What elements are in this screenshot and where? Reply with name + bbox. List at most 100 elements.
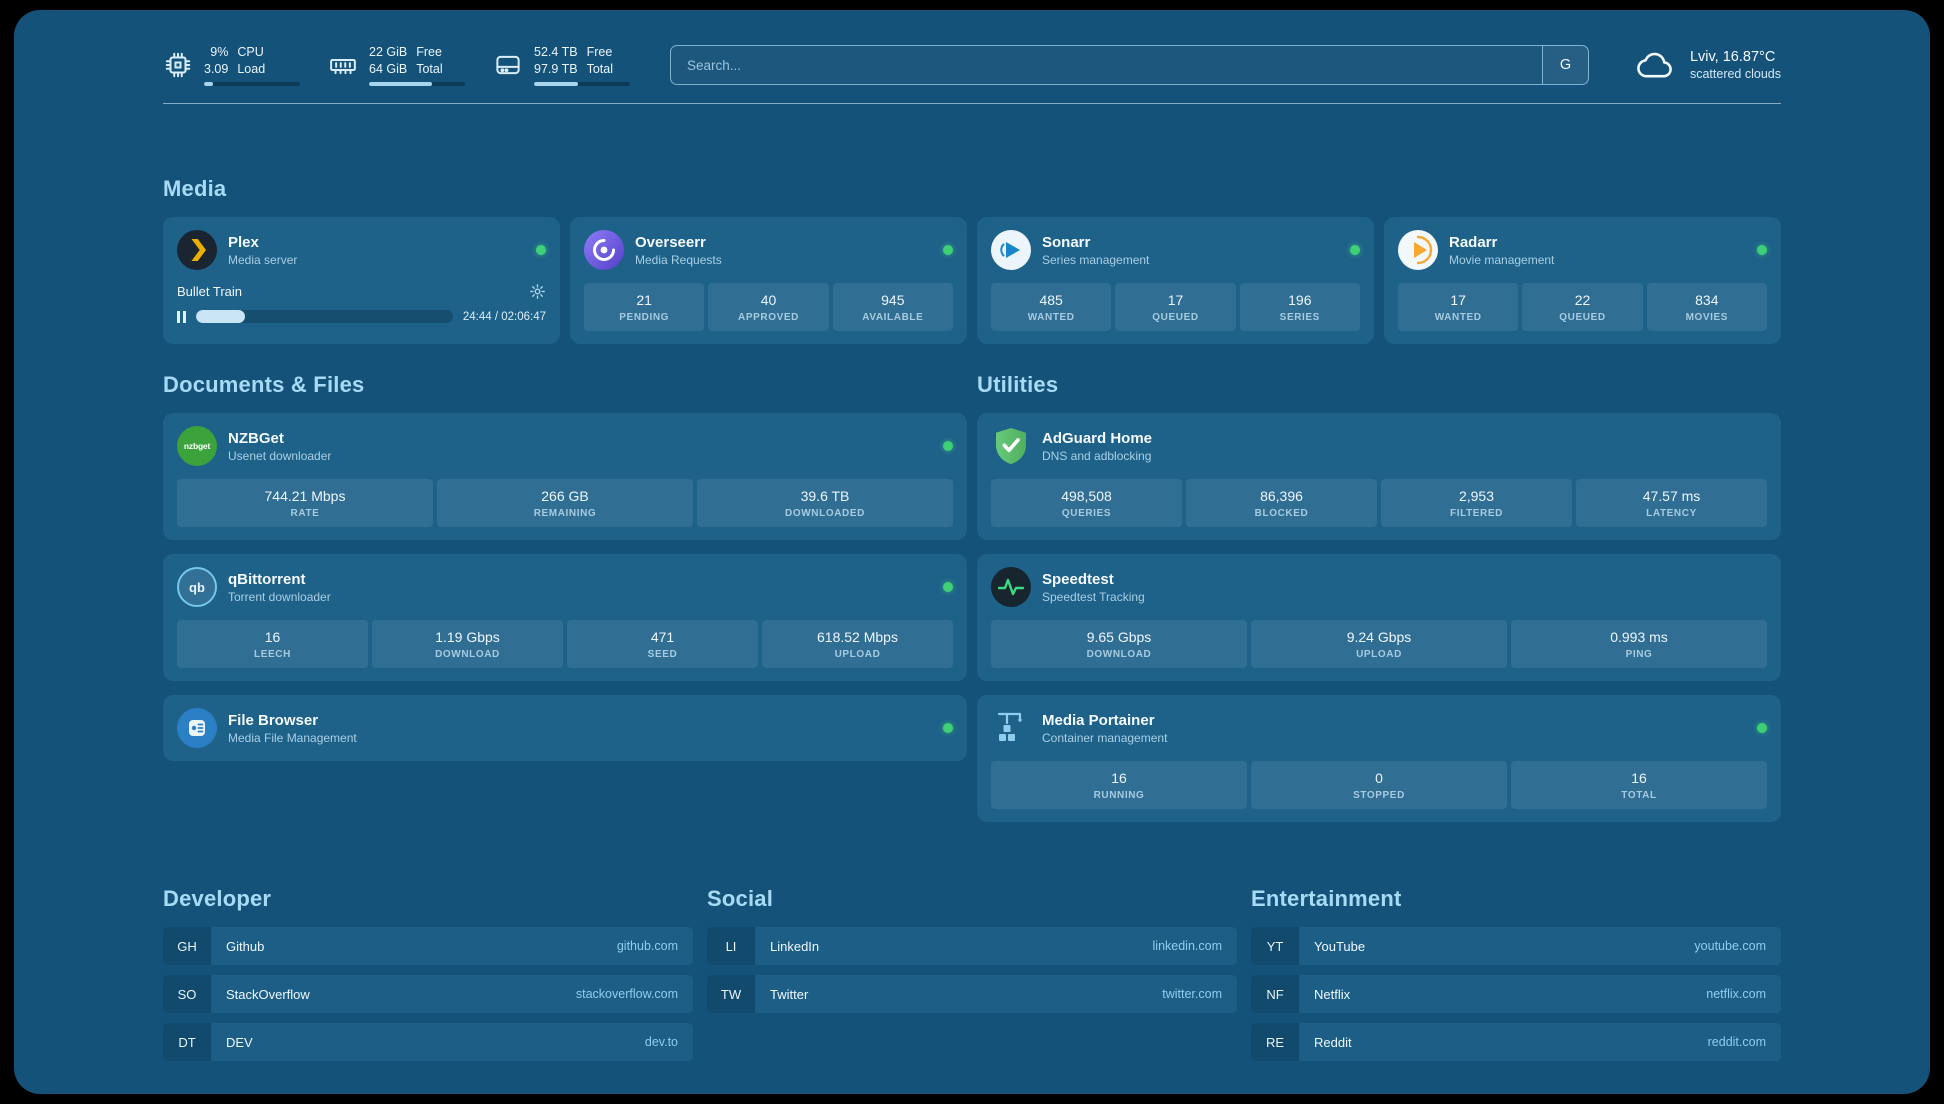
plex-card[interactable]: Plex Media server Bullet Train bbox=[163, 217, 560, 344]
weather-condition: scattered clouds bbox=[1689, 67, 1781, 81]
bookmark-linkedin[interactable]: LI LinkedIn linkedin.com bbox=[707, 927, 1237, 965]
bookmark-dev[interactable]: DT DEV dev.to bbox=[163, 1023, 693, 1061]
radarr-icon bbox=[1398, 230, 1438, 270]
status-dot bbox=[1757, 245, 1767, 255]
gear-icon[interactable] bbox=[529, 283, 546, 300]
bookmark-stackoverflow[interactable]: SO StackOverflow stackoverflow.com bbox=[163, 975, 693, 1013]
cloud-icon bbox=[1635, 49, 1677, 81]
search-engine-button[interactable]: G bbox=[1541, 46, 1588, 84]
status-dot bbox=[536, 245, 546, 255]
stat-label: LATENCY bbox=[1646, 508, 1697, 519]
adguard-card[interactable]: AdGuard Home DNS and adblocking 498,508 … bbox=[977, 413, 1781, 540]
bookmark-name: Reddit bbox=[1314, 1034, 1352, 1050]
stat-label: PENDING bbox=[619, 312, 670, 323]
bookmark-twitter[interactable]: TW Twitter twitter.com bbox=[707, 975, 1237, 1013]
playback-time: 24:44 / 02:06:47 bbox=[462, 310, 546, 323]
sonarr-card[interactable]: Sonarr Series management 485 WANTED 17 Q… bbox=[977, 217, 1374, 344]
stat-value: 196 bbox=[1288, 292, 1312, 308]
status-dot bbox=[1350, 245, 1360, 255]
stat-tile: 834 MOVIES bbox=[1646, 283, 1767, 331]
dashboard-content: 9% 3.09 CPU Load bbox=[163, 10, 1781, 1071]
cpu-usage-label: CPU bbox=[237, 45, 264, 59]
stat-label: SEED bbox=[647, 649, 678, 660]
stat-value: 16 bbox=[264, 629, 281, 645]
radarr-card[interactable]: Radarr Movie management 17 WANTED 22 QUE… bbox=[1384, 217, 1781, 344]
app-subtitle: Speedtest Tracking bbox=[1042, 589, 1145, 604]
speedtest-card[interactable]: Speedtest Speedtest Tracking 9.65 Gbps D… bbox=[977, 554, 1781, 681]
stat-tile: 86,396 BLOCKED bbox=[1186, 479, 1377, 527]
bookmark-netflix[interactable]: NF Netflix netflix.com bbox=[1251, 975, 1781, 1013]
adguard-icon bbox=[991, 426, 1031, 466]
bookmark-name: DEV bbox=[226, 1034, 253, 1050]
cpu-usage-value: 9% bbox=[210, 45, 229, 59]
stat-tile: 9.65 Gbps DOWNLOAD bbox=[991, 620, 1247, 668]
sonarr-icon bbox=[991, 230, 1031, 270]
memory-free-label: Free bbox=[416, 45, 442, 59]
stat-label: WANTED bbox=[1027, 312, 1075, 323]
bookmark-domain: linkedin.com bbox=[1152, 939, 1222, 953]
stat-tile: 0 STOPPED bbox=[1251, 761, 1507, 809]
filebrowser-card[interactable]: File Browser Media File Management bbox=[163, 695, 967, 761]
app-name: NZBGet bbox=[228, 429, 284, 447]
media-section: Media Plex Media server Bullet Train bbox=[163, 176, 1781, 344]
memory-widget: 22 GiB 64 GiB Free Total bbox=[328, 44, 465, 86]
cpu-load-label: Load bbox=[237, 62, 266, 76]
stat-label: TOTAL bbox=[1621, 790, 1657, 801]
bookmark-domain: stackoverflow.com bbox=[575, 987, 678, 1001]
nzbget-card[interactable]: nzbget NZBGet Usenet downloader 744.21 M… bbox=[163, 413, 967, 540]
memory-icon bbox=[328, 50, 358, 80]
stat-value: 945 bbox=[881, 292, 905, 308]
bookmark-abbr: LI bbox=[707, 927, 755, 965]
bookmark-group-developer: Developer GH Github github.com SO StackO… bbox=[163, 886, 693, 1071]
stat-tile: 1.19 Gbps DOWNLOAD bbox=[372, 620, 563, 668]
stat-tile: 471 SEED bbox=[567, 620, 758, 668]
bookmark-abbr: TW bbox=[707, 975, 755, 1013]
bookmark-reddit[interactable]: RE Reddit reddit.com bbox=[1251, 1023, 1781, 1061]
bookmark-youtube[interactable]: YT YouTube youtube.com bbox=[1251, 927, 1781, 965]
app-name: Overseerr bbox=[635, 233, 706, 251]
stat-tile: 498,508 QUERIES bbox=[991, 479, 1182, 527]
bookmark-abbr: YT bbox=[1251, 927, 1299, 965]
stat-tile: 40 APPROVED bbox=[708, 283, 829, 331]
bookmark-name: Twitter bbox=[770, 986, 809, 1002]
app-subtitle: Series management bbox=[1042, 252, 1150, 267]
portainer-card[interactable]: Media Portainer Container management 16 … bbox=[977, 695, 1781, 822]
stat-tile: 17 QUEUED bbox=[1115, 283, 1236, 331]
stat-tile: 47.57 ms LATENCY bbox=[1576, 479, 1767, 527]
search-input[interactable] bbox=[671, 46, 1542, 84]
section-title-developer: Developer bbox=[163, 886, 272, 911]
bookmark-github[interactable]: GH Github github.com bbox=[163, 927, 693, 965]
bookmark-domain: netflix.com bbox=[1706, 987, 1766, 1001]
status-dot bbox=[943, 582, 953, 592]
stat-tile: 21 PENDING bbox=[584, 283, 705, 331]
overseerr-card[interactable]: Overseerr Media Requests 21 PENDING 40 A… bbox=[570, 217, 967, 344]
now-playing-title: Bullet Train bbox=[177, 284, 243, 299]
bookmark-domain: twitter.com bbox=[1162, 987, 1222, 1001]
bookmark-group-entertainment: Entertainment YT YouTube youtube.com NF … bbox=[1251, 886, 1781, 1071]
search-bar: G bbox=[670, 45, 1589, 85]
nzbget-icon: nzbget bbox=[177, 426, 217, 466]
app-subtitle: Media server bbox=[228, 252, 298, 267]
bookmark-name: Netflix bbox=[1314, 986, 1351, 1002]
stat-label: QUERIES bbox=[1061, 508, 1112, 519]
pause-icon[interactable] bbox=[177, 310, 186, 323]
memory-free-value: 22 GiB bbox=[369, 45, 408, 59]
utilities-section: Utilities AdGuard Home DNS and adblockin… bbox=[977, 372, 1781, 836]
section-title-media: Media bbox=[163, 176, 227, 201]
bookmark-abbr: DT bbox=[163, 1023, 211, 1061]
stat-label: UPLOAD bbox=[834, 649, 881, 660]
qbittorrent-card[interactable]: qb qBittorrent Torrent downloader 16 LEE… bbox=[163, 554, 967, 681]
stat-tile: 744.21 Mbps RATE bbox=[177, 479, 433, 527]
disk-free-label: Free bbox=[586, 45, 613, 59]
stat-value: 498,508 bbox=[1061, 488, 1112, 504]
stat-value: 1.19 Gbps bbox=[435, 629, 500, 645]
stat-value: 485 bbox=[1039, 292, 1063, 308]
stat-tile: 16 LEECH bbox=[177, 620, 368, 668]
bookmark-domain: dev.to bbox=[644, 1035, 678, 1049]
stat-value: 40 bbox=[760, 292, 777, 308]
app-name: qBittorrent bbox=[228, 570, 306, 588]
stat-label: QUEUED bbox=[1152, 312, 1199, 323]
stat-label: WANTED bbox=[1434, 312, 1482, 323]
stat-value: 47.57 ms bbox=[1642, 488, 1701, 504]
stat-value: 16 bbox=[1111, 770, 1127, 786]
